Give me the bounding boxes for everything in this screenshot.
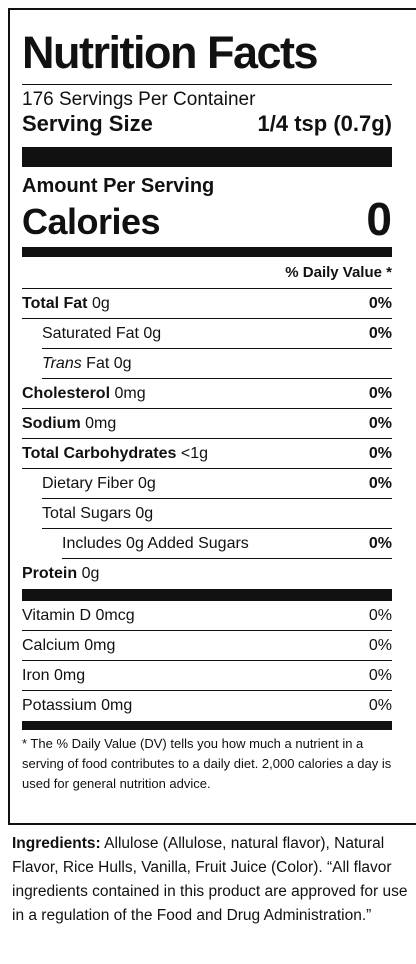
nutrient-amount: 0g xyxy=(91,294,110,312)
calories-label: Calories xyxy=(22,201,161,242)
nutrient-dv: 0% xyxy=(368,444,392,462)
amount-per-serving: Amount Per Serving xyxy=(22,175,215,197)
vitamin-amount: 0mg xyxy=(84,636,116,654)
nutrient-dv: 0% xyxy=(368,534,392,552)
serving-size-value: 1/4 tsp (0.7g) xyxy=(257,111,392,136)
nutrient-dv: 0% xyxy=(368,294,392,312)
nutrient-row-dietary-fiber: Dietary Fiber 0g 0% xyxy=(42,469,392,499)
serving-size: Serving Size 1/4 tsp (0.7g) xyxy=(22,111,392,137)
vitamin-amount: 0mg xyxy=(101,697,133,714)
vitamin-amount: 0mg xyxy=(54,666,86,684)
medium-divider xyxy=(22,247,392,257)
nutrient-name: Protein xyxy=(22,565,78,582)
nutrient-dv: 0% xyxy=(368,324,392,342)
daily-value-footnote: * The % Daily Value (DV) tells you how m… xyxy=(22,736,392,791)
nutrient-row-total-carbohydrates: Total Carbohydrates <1g 0% xyxy=(22,439,392,469)
vitamin-row-potassium: Potassium 0mg 0% xyxy=(22,691,392,721)
nutrient-row-total-fat: Total Fat 0g 0% xyxy=(22,289,392,319)
vitamin-name: Iron xyxy=(22,666,50,684)
servings-per-container: 176 Servings Per Container xyxy=(22,89,256,110)
vitamin-name: Potassium xyxy=(22,697,97,714)
nutrient-name: Total Carbohydrates xyxy=(22,444,177,462)
nutrient-amount: 0g xyxy=(113,354,132,372)
nutrient-dv: 0% xyxy=(368,474,392,492)
nutrient-row-added-sugars: Includes 0g Added Sugars 0% xyxy=(62,529,392,559)
nutrient-name: Trans xyxy=(42,354,82,372)
nutrient-amount: 0g xyxy=(138,474,156,492)
calories-value: 0 xyxy=(366,193,392,245)
nutrient-dv: 0% xyxy=(368,414,392,432)
nutrient-row-cholesterol: Cholesterol 0mg 0% xyxy=(22,379,392,409)
nutrient-name: Sodium xyxy=(22,414,81,432)
nutrient-name: Cholesterol xyxy=(22,384,111,402)
ingredients-text: Allulose (Allulose, natural flavor), Nat… xyxy=(12,835,408,924)
nutrient-name: Total Fat xyxy=(22,294,88,312)
vitamin-dv: 0% xyxy=(368,697,392,714)
nutrient-row-trans-fat: Trans Fat 0g xyxy=(42,349,392,379)
nutrient-name: Total Sugars xyxy=(42,504,131,522)
nutrient-row-total-sugars: Total Sugars 0g xyxy=(42,499,392,529)
nutrient-name: Includes 0g Added Sugars xyxy=(62,534,249,552)
vitamin-row-iron: Iron 0mg 0% xyxy=(22,661,392,691)
nutrient-name: Saturated Fat xyxy=(42,324,139,342)
nutrient-name: Dietary Fiber xyxy=(42,474,134,492)
nutrient-amount: 0g xyxy=(81,565,100,582)
nutrition-facts-label: Nutrition Facts 176 Servings Per Contain… xyxy=(8,8,416,825)
vitamin-row-vitamin-d: Vitamin D 0mcg 0% xyxy=(22,601,392,631)
vitamin-name: Calcium xyxy=(22,636,80,654)
nutrient-amount: <1g xyxy=(180,444,208,462)
thick-divider xyxy=(22,147,392,167)
vitamin-name: Vitamin D xyxy=(22,606,92,624)
vitamin-amount: 0mcg xyxy=(95,606,135,624)
ingredients-statement: Ingredients: Allulose (Allulose, natural… xyxy=(12,832,408,928)
calories-row: Calories 0 xyxy=(22,193,392,245)
protein-divider xyxy=(22,589,392,601)
vitamin-dv: 0% xyxy=(368,606,392,624)
nutrient-amount: 0mg xyxy=(114,384,146,402)
nutrient-row-saturated-fat: Saturated Fat 0g 0% xyxy=(42,319,392,349)
nutrient-row-sodium: Sodium 0mg 0% xyxy=(22,409,392,439)
footnote-divider xyxy=(22,721,392,730)
vitamin-row-calcium: Calcium 0mg 0% xyxy=(22,631,392,661)
nutrient-amount: 0g xyxy=(135,504,154,522)
nutrient-amount: 0mg xyxy=(85,414,117,432)
vitamin-dv: 0% xyxy=(368,666,392,684)
label-title: Nutrition Facts xyxy=(22,30,392,85)
nutrient-dv: 0% xyxy=(368,384,392,402)
vitamin-dv: 0% xyxy=(368,636,392,654)
nutrient-amount: 0g xyxy=(143,324,162,342)
ingredients-label: Ingredients: xyxy=(12,835,101,852)
nutrient-name-suffix: Fat xyxy=(86,354,110,372)
serving-size-label: Serving Size xyxy=(22,111,153,136)
daily-value-header: % Daily Value * xyxy=(22,257,392,289)
nutrient-row-protein: Protein 0g xyxy=(22,559,392,589)
